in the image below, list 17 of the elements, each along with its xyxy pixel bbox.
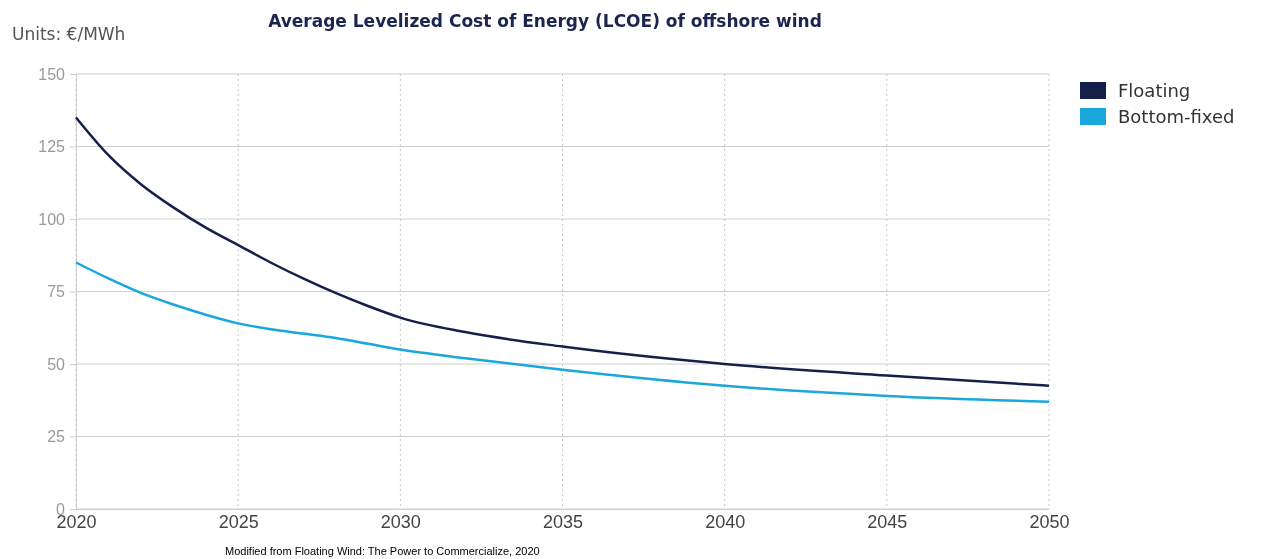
text: Modified from Floating Wind: The Power to Commercialize, 2020	[225, 545, 540, 557]
y-tick-label: 75	[47, 283, 66, 301]
y-tick-label: 25	[47, 428, 66, 446]
legend-label: Bottom-fixed	[1118, 106, 1235, 127]
x-tick-label: 2035	[542, 512, 584, 533]
x-tick-label: 2045	[867, 512, 908, 533]
x-tick-label: 2040	[705, 512, 746, 533]
x-tick-label: 2030	[380, 512, 421, 533]
x-tick-label: 2050	[1029, 512, 1070, 533]
y-tick-label: 150	[38, 65, 66, 83]
y-tick-label: 125	[38, 138, 66, 156]
legend-label: Floating	[1118, 80, 1191, 101]
y-tick-label: 100	[38, 210, 66, 228]
x-tick-label: 2025	[218, 512, 259, 533]
chart-title: Average Levelized Cost of Energy (LCOE) of offshore wind	[268, 11, 822, 31]
y-axis-title: Units: €/MWh	[12, 24, 126, 44]
y-tick-label: 50	[47, 355, 66, 373]
